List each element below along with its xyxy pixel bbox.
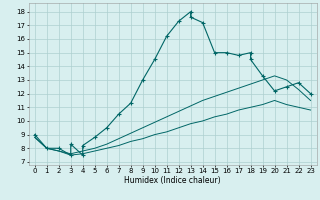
- X-axis label: Humidex (Indice chaleur): Humidex (Indice chaleur): [124, 176, 221, 185]
